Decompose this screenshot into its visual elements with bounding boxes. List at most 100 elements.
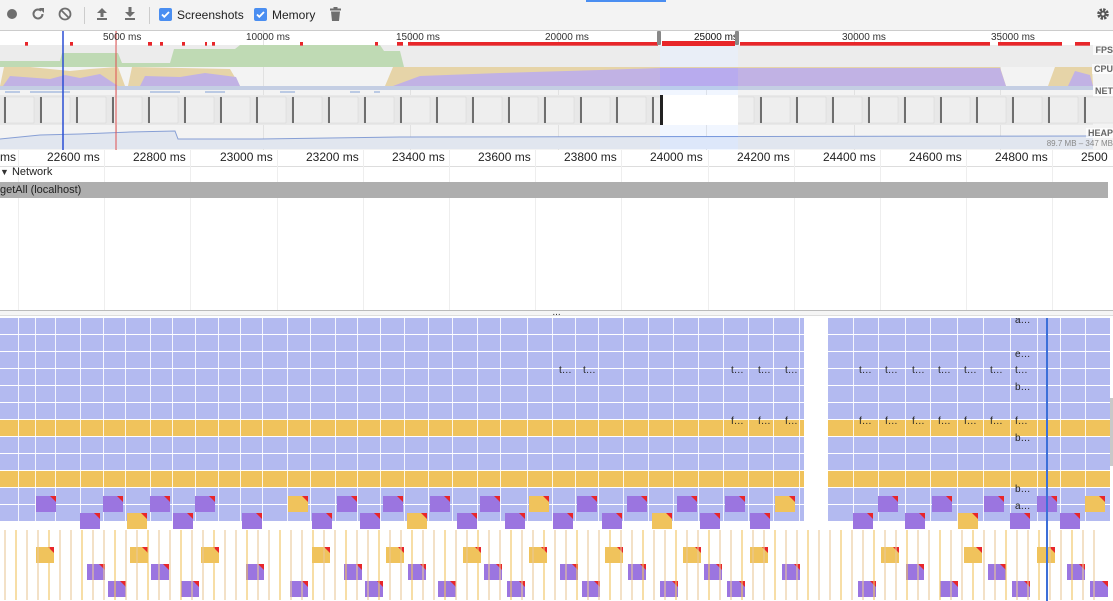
selection-left-handle[interactable]: [657, 31, 661, 45]
screenshot-thumbnail-edge: [472, 97, 474, 123]
flame-task-block: [337, 496, 357, 512]
flame-task-block: [1060, 513, 1080, 529]
screenshot-thumbnail-edge: [580, 97, 582, 123]
flame-task-block: [36, 496, 56, 512]
flame-thin-call: [136, 530, 138, 600]
toolbar-tab-indicator: [586, 0, 666, 2]
flame-thin-call: [466, 530, 468, 600]
memory-label[interactable]: Memory: [272, 8, 316, 22]
screenshot-thumbnail: [255, 96, 287, 124]
heap-area: [0, 131, 1093, 149]
ruler-tick: 24400 ms: [823, 150, 876, 164]
flame-label: a…: [1015, 318, 1031, 326]
record-button[interactable]: [4, 7, 20, 23]
screenshot-thumbnail: [1011, 96, 1043, 124]
record-icon: [6, 8, 18, 23]
flame-chart[interactable]: a… e… t… t… t… t… t… t… t… t… t… t… t… t… b… f… f… f… f… f……: [0, 318, 1110, 601]
flame-thin-call: [224, 530, 226, 600]
screenshot-thumbnail: [183, 96, 215, 124]
flame-thin-call: [785, 530, 787, 600]
flame-thin-call: [983, 530, 985, 600]
flame-row: [0, 318, 804, 334]
flame-task-block: [906, 564, 924, 580]
memory-checkbox[interactable]: [254, 8, 267, 21]
flame-thin-call: [873, 530, 875, 600]
clear-button[interactable]: [57, 7, 73, 23]
fps-drop-marker: [397, 42, 403, 46]
flame-thin-call: [895, 530, 897, 600]
flame-slice-separator: [428, 318, 429, 522]
long-task-flag: [1099, 496, 1105, 502]
screenshot-thumbnail-edge: [256, 97, 258, 123]
long-task-flag: [591, 496, 597, 502]
flame-slice-separator: [773, 318, 774, 522]
screenshot-thumbnail-edge: [544, 97, 546, 123]
timeline-overview[interactable]: 5000 ms 10000 ms 15000 ms 20000 ms 25000…: [0, 31, 1113, 151]
panel-splitter[interactable]: ...: [0, 307, 1113, 318]
screenshot-thumbnail: [3, 96, 35, 124]
flame-task-block: [181, 581, 199, 597]
ruler-gridline: [363, 150, 364, 310]
flame-thin-call: [81, 530, 83, 600]
settings-button[interactable]: [1095, 7, 1111, 23]
overview-tick: 20000 ms: [545, 32, 589, 43]
flame-task-block: [173, 513, 193, 529]
flame-thin-call: [48, 530, 50, 600]
screenshot-thumbnail: [543, 96, 575, 124]
flame-slice-separator: [172, 318, 173, 522]
flame-slice-separator: [1010, 318, 1011, 522]
long-task-flag: [789, 496, 795, 502]
flame-label: e…: [1015, 349, 1031, 360]
screenshots-checkbox[interactable]: [159, 8, 172, 21]
fps-drop-marker: [212, 42, 215, 46]
network-section-header[interactable]: ▼ Network: [0, 166, 52, 181]
flame-task-block: [529, 496, 549, 512]
flame-row: [0, 352, 804, 368]
save-profile-button[interactable]: [122, 7, 138, 23]
network-request-bar[interactable]: getAll (localhost): [0, 182, 1108, 198]
flame-slice-separator: [404, 318, 405, 522]
screenshot-thumbnail-edge: [1012, 97, 1014, 123]
overview-tick: 15000 ms: [396, 32, 440, 43]
flame-chart-canvas: a… e… t… t… t… t… t… t… t… t… t… t… t… t… b… f… f… f… f… f……: [0, 318, 1110, 601]
long-task-flag: [1074, 513, 1080, 519]
splitter-grip: ...: [552, 307, 561, 318]
flame-slice-separator: [905, 318, 906, 522]
screenshot-thumbnail: [615, 96, 647, 124]
screenshots-label[interactable]: Screenshots: [177, 8, 244, 22]
load-profile-button[interactable]: [94, 7, 110, 23]
screenshot-thumbnail: [363, 96, 395, 124]
long-task-flag: [471, 513, 477, 519]
selection-right-handle[interactable]: [735, 31, 739, 45]
flame-slice-separator: [673, 318, 674, 522]
flame-thin-call: [301, 530, 303, 600]
ruler-tick: 23600 ms: [478, 150, 531, 164]
flame-thin-call: [1060, 530, 1062, 600]
flame-row: [828, 454, 1110, 470]
reload-button[interactable]: [30, 7, 46, 23]
flame-scrollbar[interactable]: [1110, 398, 1113, 466]
flame-label: a…: [1015, 501, 1031, 512]
flame-thin-call: [796, 530, 798, 600]
flame-thin-call: [752, 530, 754, 600]
flame-label: f…: [1015, 416, 1028, 427]
screenshot-thumbnail-edge: [940, 97, 942, 123]
flame-slice-separator: [195, 318, 196, 522]
screenshot-thumbnail-edge: [976, 97, 978, 123]
toolbar-divider: [84, 7, 85, 24]
flame-thin-call: [807, 530, 809, 600]
collect-garbage-button[interactable]: [327, 6, 343, 23]
flame-thin-call: [884, 530, 886, 600]
net-request-marker: [30, 91, 70, 93]
flame-label: t…: [938, 365, 951, 376]
flame-slice-separator: [35, 318, 36, 522]
flame-thin-call: [565, 530, 567, 600]
ruler-gridline: [708, 150, 709, 310]
flame-task-block: [1010, 513, 1030, 529]
screenshot-thumbnail-edge: [76, 97, 78, 123]
flame-row: [0, 369, 804, 385]
flame-label: f…: [758, 416, 771, 427]
flame-label: f…: [990, 416, 1003, 427]
flame-slice-separator: [698, 318, 699, 522]
flame-thin-call: [1038, 530, 1040, 600]
